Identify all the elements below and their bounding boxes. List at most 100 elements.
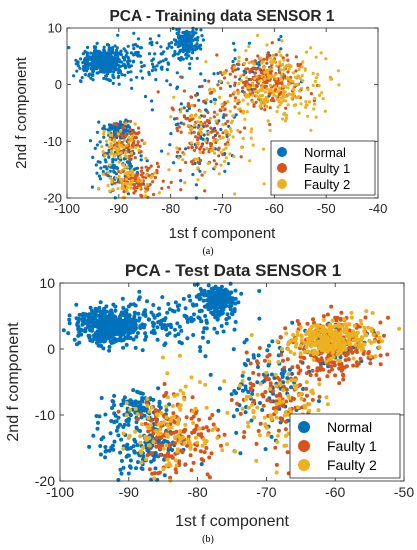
data-point-normal <box>99 396 104 400</box>
data-point-normal <box>89 328 94 333</box>
data-point-faulty-2 <box>232 65 236 70</box>
data-point-faulty-2 <box>138 434 143 439</box>
data-point-faulty-1 <box>378 353 383 358</box>
legend: Normal Faulty 1 Faulty 2 <box>270 140 376 196</box>
data-point-normal <box>166 302 171 306</box>
data-point-normal <box>155 64 159 68</box>
x-tick-label: -40 <box>369 201 388 216</box>
data-point-faulty-2 <box>178 436 182 440</box>
data-point-normal <box>265 348 270 353</box>
data-point-faulty-2 <box>208 116 212 120</box>
data-point-normal <box>173 117 177 121</box>
y-axis-label: 2nd f component <box>13 56 30 169</box>
data-point-faulty-2 <box>211 149 215 153</box>
data-point-normal <box>75 69 79 73</box>
data-point-normal <box>91 78 95 82</box>
data-point-normal <box>239 291 244 296</box>
data-point-faulty-1 <box>238 411 243 416</box>
data-point-faulty-1 <box>200 84 204 88</box>
data-point-normal <box>136 37 140 41</box>
data-point-normal <box>124 313 129 318</box>
data-point-faulty-2 <box>108 137 112 141</box>
data-point-faulty-2 <box>293 378 298 383</box>
data-point-faulty-2 <box>161 467 166 472</box>
data-point-faulty-1 <box>278 394 283 398</box>
data-point-normal <box>122 131 126 135</box>
data-point-normal <box>143 94 148 99</box>
data-point-faulty-1 <box>270 41 274 45</box>
data-point-faulty-2 <box>250 402 255 407</box>
data-point-faulty-1 <box>190 395 195 400</box>
data-point-normal <box>111 51 115 55</box>
data-point-normal <box>135 75 139 79</box>
data-point-faulty-2 <box>213 426 218 431</box>
data-point-normal <box>184 52 188 57</box>
data-point-faulty-1 <box>269 399 273 404</box>
data-point-normal <box>137 316 142 321</box>
data-point-faulty-2 <box>318 339 323 344</box>
data-point-faulty-1 <box>154 436 159 441</box>
data-point-normal <box>195 42 199 46</box>
data-point-normal <box>94 163 98 167</box>
data-point-faulty-2 <box>158 427 163 432</box>
data-point-faulty-2 <box>189 126 193 130</box>
data-point-faulty-2 <box>364 309 369 314</box>
x-tick-label: -60 <box>265 201 284 216</box>
data-point-faulty-2 <box>106 171 110 175</box>
data-point-normal <box>179 41 183 45</box>
data-point-faulty-1 <box>257 346 262 350</box>
data-point-faulty-1 <box>179 130 183 134</box>
data-point-faulty-1 <box>239 155 243 159</box>
data-point-normal <box>78 66 82 70</box>
data-point-faulty-1 <box>255 359 259 364</box>
data-point-faulty-2 <box>128 183 132 187</box>
data-point-faulty-2 <box>274 410 279 414</box>
data-point-faulty-2 <box>139 460 144 465</box>
data-point-faulty-2 <box>287 67 291 71</box>
data-point-faulty-2 <box>117 160 121 164</box>
data-point-normal <box>223 287 228 292</box>
data-point-normal <box>118 324 123 328</box>
data-point-faulty-2 <box>165 434 170 439</box>
data-point-faulty-1 <box>243 126 247 130</box>
data-point-faulty-2 <box>181 158 185 162</box>
data-point-faulty-1 <box>153 175 157 180</box>
data-point-faulty-1 <box>268 381 273 386</box>
data-point-normal <box>112 411 117 416</box>
data-point-faulty-2 <box>298 351 303 356</box>
data-point-normal <box>98 140 102 144</box>
data-point-faulty-2 <box>259 88 263 92</box>
data-point-faulty-2 <box>304 105 308 109</box>
data-point-faulty-1 <box>128 119 133 123</box>
data-point-normal <box>181 37 185 41</box>
data-point-normal <box>119 437 124 442</box>
y-tick-label: -10 <box>35 407 55 423</box>
data-point-normal <box>118 316 122 321</box>
data-point-faulty-1 <box>233 83 237 87</box>
data-point-normal <box>103 49 107 53</box>
data-point-faulty-2 <box>133 429 138 434</box>
data-point-faulty-1 <box>168 475 173 480</box>
scatter-points <box>61 281 402 483</box>
data-point-faulty-1 <box>385 352 390 357</box>
data-point-normal <box>79 79 83 84</box>
data-point-normal <box>107 344 112 349</box>
data-point-faulty-2 <box>295 75 299 79</box>
data-point-faulty-2 <box>278 62 282 66</box>
data-point-normal <box>136 50 140 55</box>
data-point-faulty-1 <box>148 183 152 187</box>
data-point-faulty-2 <box>323 109 327 113</box>
data-point-faulty-2 <box>250 100 255 104</box>
data-point-normal <box>111 158 115 162</box>
data-point-faulty-2 <box>296 393 301 398</box>
data-point-normal <box>148 37 152 41</box>
data-point-faulty-2 <box>246 420 250 425</box>
chart-title: PCA - Training data SENSOR 1 <box>109 8 334 25</box>
data-point-normal <box>158 322 163 327</box>
data-point-faulty-2 <box>146 415 151 420</box>
data-point-faulty-1 <box>166 185 171 189</box>
data-point-faulty-1 <box>162 394 167 398</box>
data-point-normal <box>191 48 195 52</box>
data-point-faulty-2 <box>118 155 122 160</box>
data-point-faulty-1 <box>354 349 358 353</box>
